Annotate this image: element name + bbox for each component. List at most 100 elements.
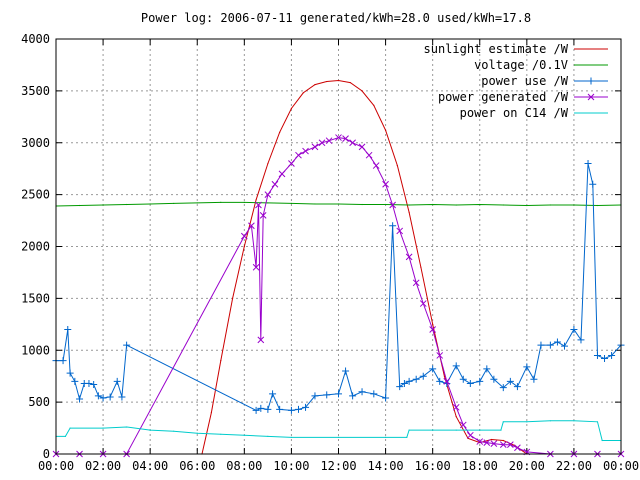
data-point: [85, 379, 93, 387]
data-point: [220, 433, 222, 435]
series-1: [201, 79, 528, 455]
data-point: [499, 384, 507, 392]
data-point: [476, 438, 484, 445]
data-point: [502, 421, 504, 423]
data-point: [589, 180, 597, 188]
data-point: [358, 143, 366, 151]
data-point: [432, 429, 434, 431]
data-point: [412, 375, 420, 383]
data-point: [382, 394, 390, 402]
legend-label: sunlight estimate /W: [424, 42, 569, 56]
data-point: [276, 405, 284, 413]
data-point: [113, 377, 121, 385]
data-point: [311, 392, 319, 400]
data-point: [102, 204, 104, 206]
x-tick-label: 18:00: [462, 459, 498, 473]
data-point: [102, 427, 104, 429]
data-point: [400, 379, 408, 387]
x-tick-label: 02:00: [85, 459, 121, 473]
data-point: [271, 180, 279, 188]
legend-label: power generated /W: [438, 90, 569, 104]
data-point: [452, 362, 460, 370]
data-point: [405, 377, 413, 385]
data-point: [406, 436, 408, 438]
data-point: [596, 204, 599, 207]
data-point: [311, 143, 319, 151]
data-point: [349, 139, 356, 147]
series-2: [55, 201, 622, 207]
data-point: [513, 383, 521, 391]
data-point: [546, 341, 554, 349]
series-5: [55, 420, 622, 442]
data-point: [196, 432, 198, 434]
data-point: [419, 300, 427, 307]
data-point: [294, 405, 302, 413]
data-point: [314, 84, 316, 86]
y-tick-label: 2000: [21, 240, 50, 254]
data-point: [373, 104, 375, 106]
data-point: [302, 147, 309, 155]
data-point: [335, 390, 342, 398]
data-point: [396, 227, 404, 235]
data-point: [466, 379, 474, 387]
x-tick-label: 20:00: [509, 459, 545, 473]
data-point: [502, 439, 504, 442]
data-point: [318, 139, 326, 147]
data-point: [94, 392, 102, 400]
data-point: [436, 377, 444, 385]
data-point: [455, 416, 457, 418]
data-point: [499, 441, 507, 449]
data-point: [78, 204, 81, 207]
x-tick-label: 00:00: [38, 459, 74, 473]
data-point: [452, 403, 460, 411]
data-point: [408, 204, 410, 206]
series-line: [56, 137, 621, 455]
data-point: [257, 404, 265, 412]
data-point: [337, 79, 340, 82]
data-point: [323, 391, 331, 399]
y-tick-label: 500: [28, 395, 50, 409]
data-point: [123, 341, 131, 349]
data-point: [342, 135, 349, 142]
data-point: [483, 365, 491, 373]
data-point: [596, 421, 599, 423]
data-point: [69, 427, 71, 429]
data-point: [243, 434, 245, 436]
data-point: [570, 326, 578, 333]
data-point: [243, 245, 245, 248]
data-point: [252, 406, 260, 414]
data-point: [257, 336, 265, 344]
data-point: [106, 393, 114, 401]
data-point: [593, 351, 601, 359]
data-point: [267, 162, 269, 165]
data-point: [429, 326, 437, 333]
data-point: [196, 202, 198, 204]
x-tick-label: 16:00: [415, 459, 451, 473]
x-tick-label: 08:00: [226, 459, 262, 473]
data-point: [149, 203, 151, 205]
data-point: [384, 436, 387, 438]
data-point: [370, 390, 378, 398]
axis-ticks: 0 500 1000 1500 2000 2500 3000 3500 4000 00:00 02:…: [21, 32, 639, 473]
data-point: [396, 383, 404, 391]
x-tick-label: 14:00: [368, 459, 404, 473]
series-3: [52, 160, 625, 414]
data-point: [358, 388, 366, 396]
data-point: [264, 191, 272, 198]
data-point: [173, 430, 175, 432]
legend-marker: [587, 93, 595, 101]
data-point: [553, 338, 561, 346]
data-point: [459, 421, 467, 429]
data-point: [269, 390, 277, 398]
data-point: [259, 212, 267, 219]
data-point: [408, 429, 410, 431]
data-point: [267, 202, 269, 204]
data-point: [577, 336, 585, 344]
data-point: [71, 377, 79, 385]
data-point: [295, 151, 302, 159]
chart-title: Power log: 2006-07-11 generated/kWh=28.0…: [141, 11, 531, 25]
data-point: [279, 131, 281, 133]
data-point: [384, 129, 387, 131]
